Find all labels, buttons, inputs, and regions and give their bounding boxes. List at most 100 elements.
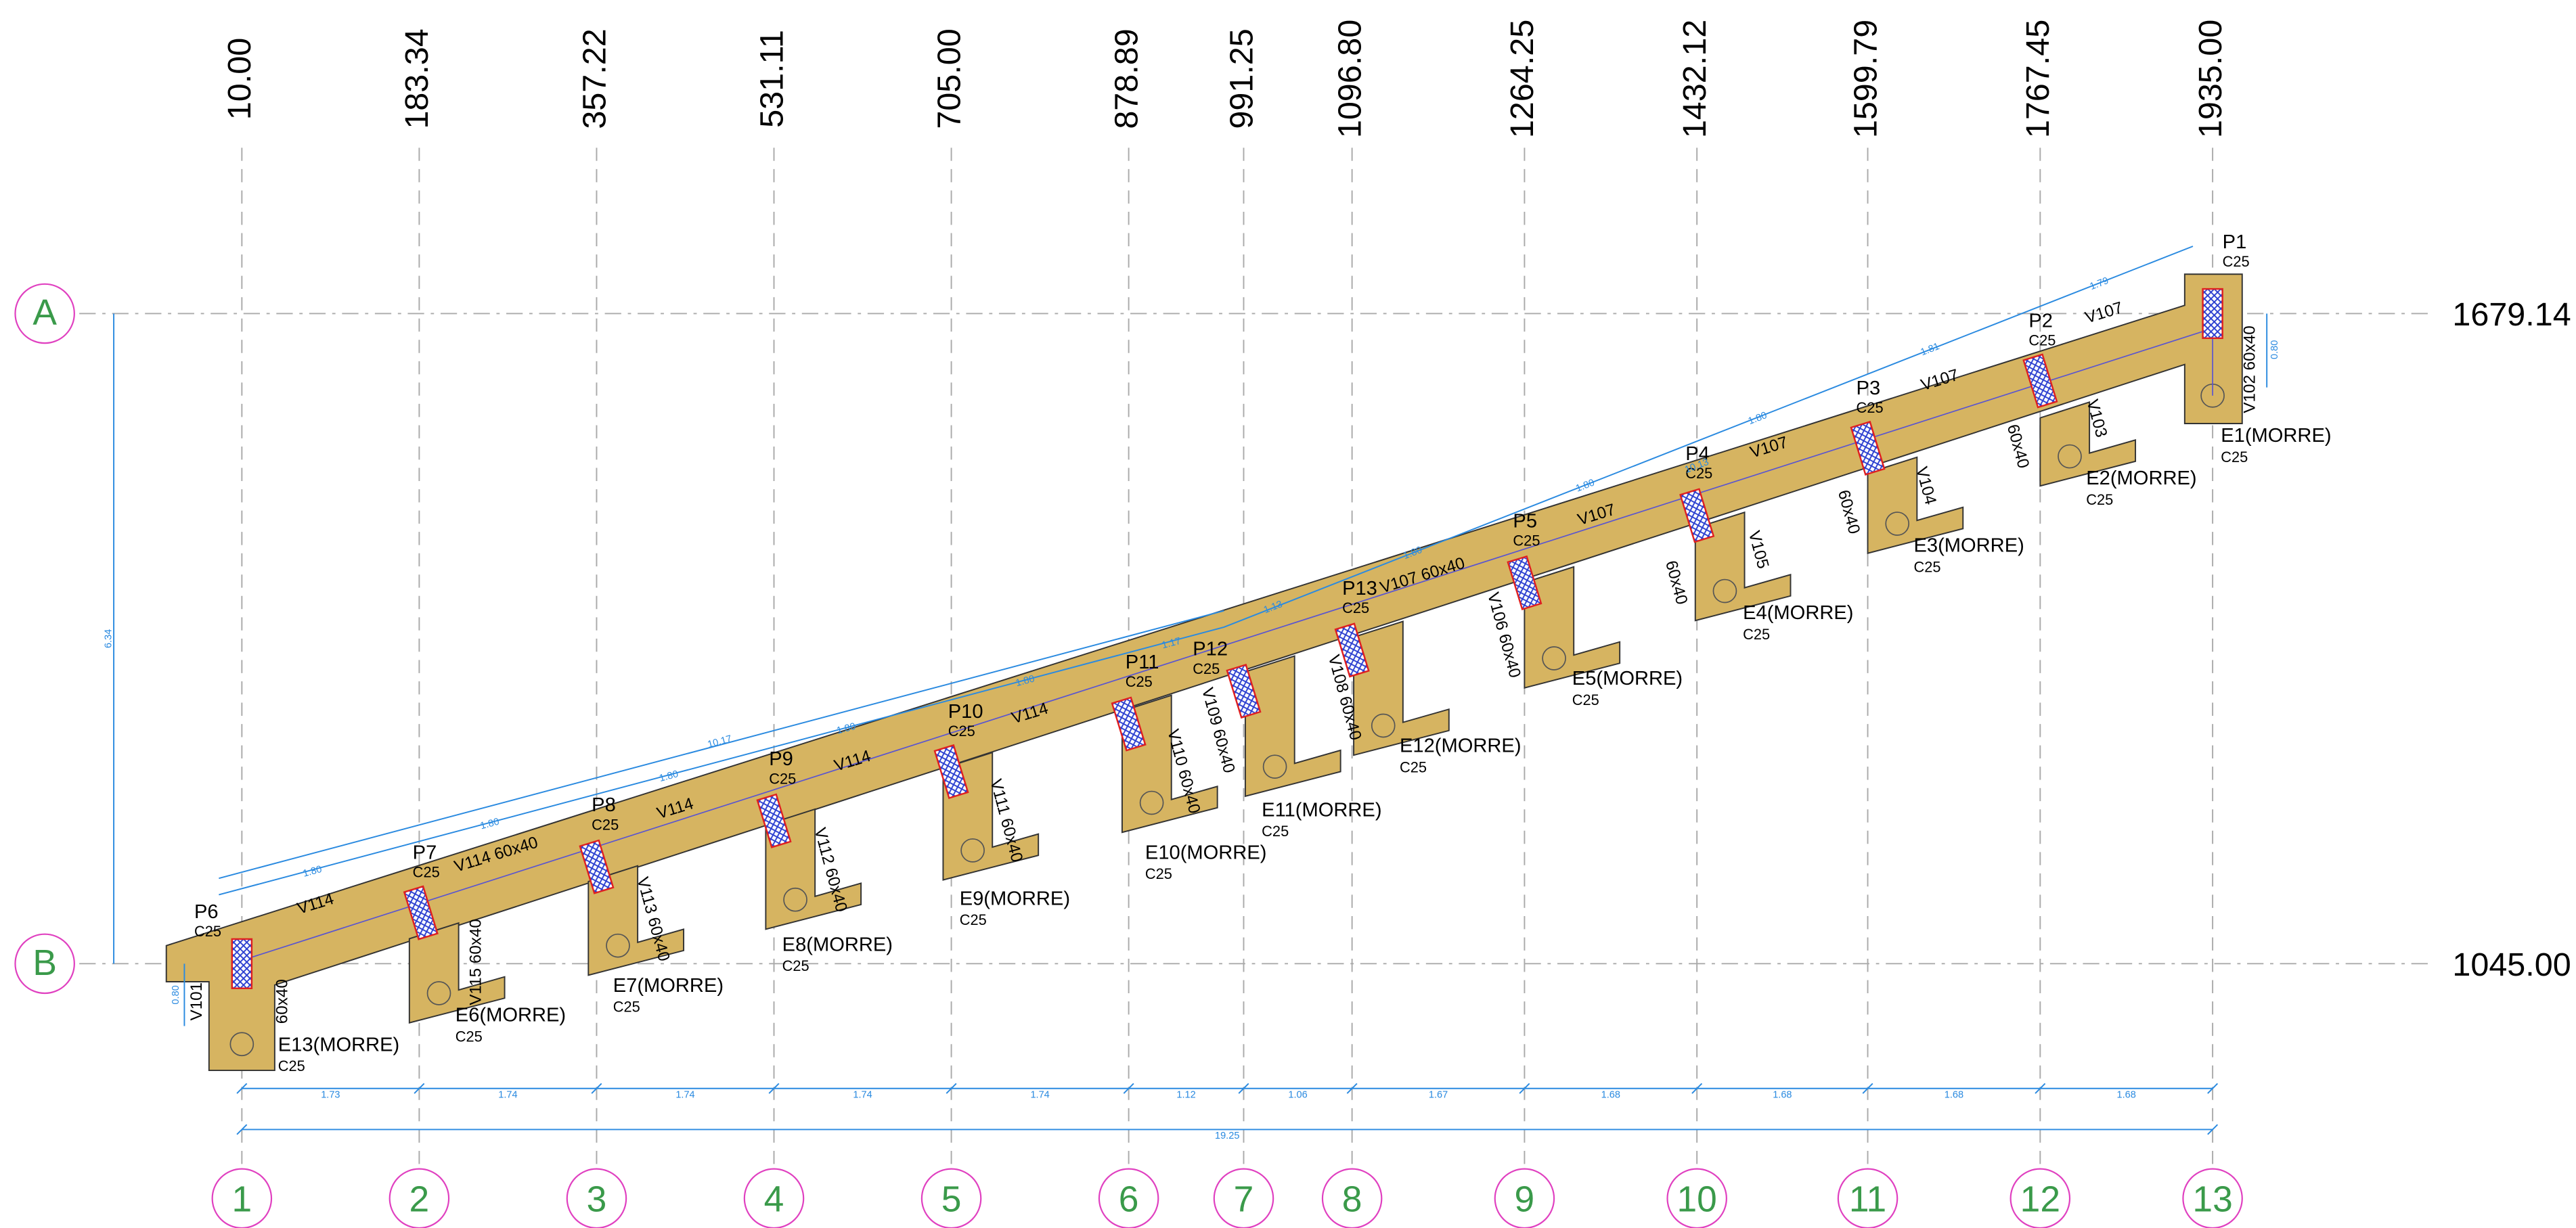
grid-label: 12 (2020, 1179, 2060, 1219)
footing-label: E12(MORRE) (1400, 735, 1522, 757)
beam-label: V107 (2083, 298, 2125, 327)
pillar-concrete: C25 (769, 770, 796, 787)
dimension-label: 1.80 (835, 721, 856, 737)
column-coord: 705.00 (931, 28, 967, 129)
pillar (403, 885, 439, 940)
footing-pile (1885, 511, 1910, 536)
dimension-label: 1.81 (1919, 341, 1941, 358)
dimension-label: 0.80 (171, 985, 181, 1004)
grid-label: 8 (1342, 1179, 1362, 1219)
dimension-label: 1.68 (2117, 1089, 2136, 1100)
footing-label: E5(MORRE) (1572, 668, 1683, 689)
dimension-label: 1.67 (1429, 1089, 1448, 1100)
grid-bubble (1837, 1168, 1898, 1228)
dimension-tick (2207, 1124, 2219, 1135)
pillar (933, 744, 969, 800)
grid-label: 13 (2192, 1179, 2232, 1219)
pillar-label: P3 (1857, 378, 1881, 399)
column-coord: 531.11 (753, 30, 790, 128)
footing-concrete: C25 (1743, 626, 1770, 643)
beam-label: 60x40 (273, 979, 291, 1024)
pillar-label: P13 (1342, 578, 1377, 599)
footing-beam (1121, 694, 1218, 834)
column-coord: 991.25 (1223, 28, 1260, 129)
footing-label: E13(MORRE) (278, 1034, 400, 1055)
dimension-tick (1519, 1083, 1530, 1094)
footing-concrete: C25 (782, 957, 809, 974)
footing-beam (1524, 566, 1621, 689)
dimension-label: 0.80 (2269, 340, 2280, 359)
pillar-label: P9 (769, 748, 793, 770)
beam-label: V102 60x40 (2240, 325, 2259, 413)
beam-label: V101 (187, 982, 206, 1021)
column-coord: 1264.25 (1504, 20, 1540, 138)
grid-label: 3 (587, 1179, 607, 1219)
pillar-label: P4 (1685, 443, 1710, 465)
column-coord: 10.00 (221, 38, 258, 120)
grid-label: B (32, 943, 57, 983)
beam-label: 60x40 (1662, 559, 1691, 607)
dimension-label: 19.25 (1215, 1131, 1239, 1141)
footing-concrete: C25 (278, 1058, 305, 1074)
grid-bubble (14, 933, 75, 995)
pillar-label: P12 (1193, 639, 1228, 660)
grid-bubble (211, 1168, 273, 1228)
pillar-concrete: C25 (1342, 599, 1369, 616)
dimension-label: 1.80 (1747, 410, 1769, 427)
pillar-label: P10 (948, 701, 983, 723)
footing-label: E1(MORRE) (2221, 425, 2331, 447)
footing-concrete: C25 (613, 999, 640, 1016)
dimension-tick (1691, 1083, 1703, 1094)
footing-pile (2058, 444, 2082, 469)
dimension-label: 1.80 (302, 864, 323, 880)
footing-concrete: C25 (456, 1028, 483, 1045)
grid-bubble (743, 1168, 805, 1228)
footing-label: E3(MORRE) (1913, 535, 2024, 557)
dimension-label: 1.68 (1945, 1089, 1963, 1100)
footing-concrete: C25 (1572, 691, 1599, 708)
footing-beam (942, 751, 1040, 881)
column-coord: 357.22 (576, 28, 613, 129)
dimension-label: 6.34 (104, 629, 114, 648)
column-coord: 878.89 (1108, 28, 1145, 129)
beam-label: V109 60x40 (1198, 685, 1239, 775)
dimension-tick (236, 1124, 248, 1135)
pillar (1507, 555, 1542, 610)
grid-bubble (1666, 1168, 1727, 1228)
footing-beam (587, 865, 685, 976)
footing-pile (960, 838, 985, 863)
footing-concrete: C25 (960, 911, 987, 928)
axis-line (242, 327, 2213, 961)
beam-label: V106 60x40 (1484, 591, 1524, 680)
pillar (756, 793, 792, 848)
pillar (1850, 420, 1886, 476)
beam-label: 60x40 (1834, 488, 1863, 536)
grid-label: A (32, 293, 57, 333)
pillar-label: P8 (592, 794, 616, 816)
column-coord: 1599.79 (1847, 20, 1884, 138)
footing-beam (408, 922, 506, 1024)
column-coord: 1935.00 (2192, 20, 2229, 138)
pillar-label: P5 (1513, 510, 1537, 532)
dimension-label: 1.74 (853, 1089, 872, 1100)
footing-concrete: C25 (1262, 823, 1289, 840)
grid-bubble (1494, 1168, 1555, 1228)
row-coord: 1679.14 (2452, 296, 2571, 333)
pillar (2022, 353, 2058, 409)
pillar-label: P6 (194, 901, 219, 923)
footing-beam (2039, 401, 2137, 487)
dimension-label: 1.79 (2089, 275, 2110, 292)
footing-concrete: C25 (1913, 558, 1940, 575)
dimension-label: 1.12 (1176, 1089, 1195, 1100)
pillar (1679, 488, 1715, 543)
grid-label: 2 (409, 1179, 430, 1219)
grid-label: 5 (941, 1179, 962, 1219)
footing-label: E8(MORRE) (782, 934, 893, 955)
beam-label: V105 (1745, 529, 1773, 571)
column-coord: 1767.45 (2020, 20, 2056, 138)
footing-pile (229, 1032, 254, 1057)
footing-pile (1542, 646, 1566, 670)
dimension-tick (946, 1083, 957, 1094)
